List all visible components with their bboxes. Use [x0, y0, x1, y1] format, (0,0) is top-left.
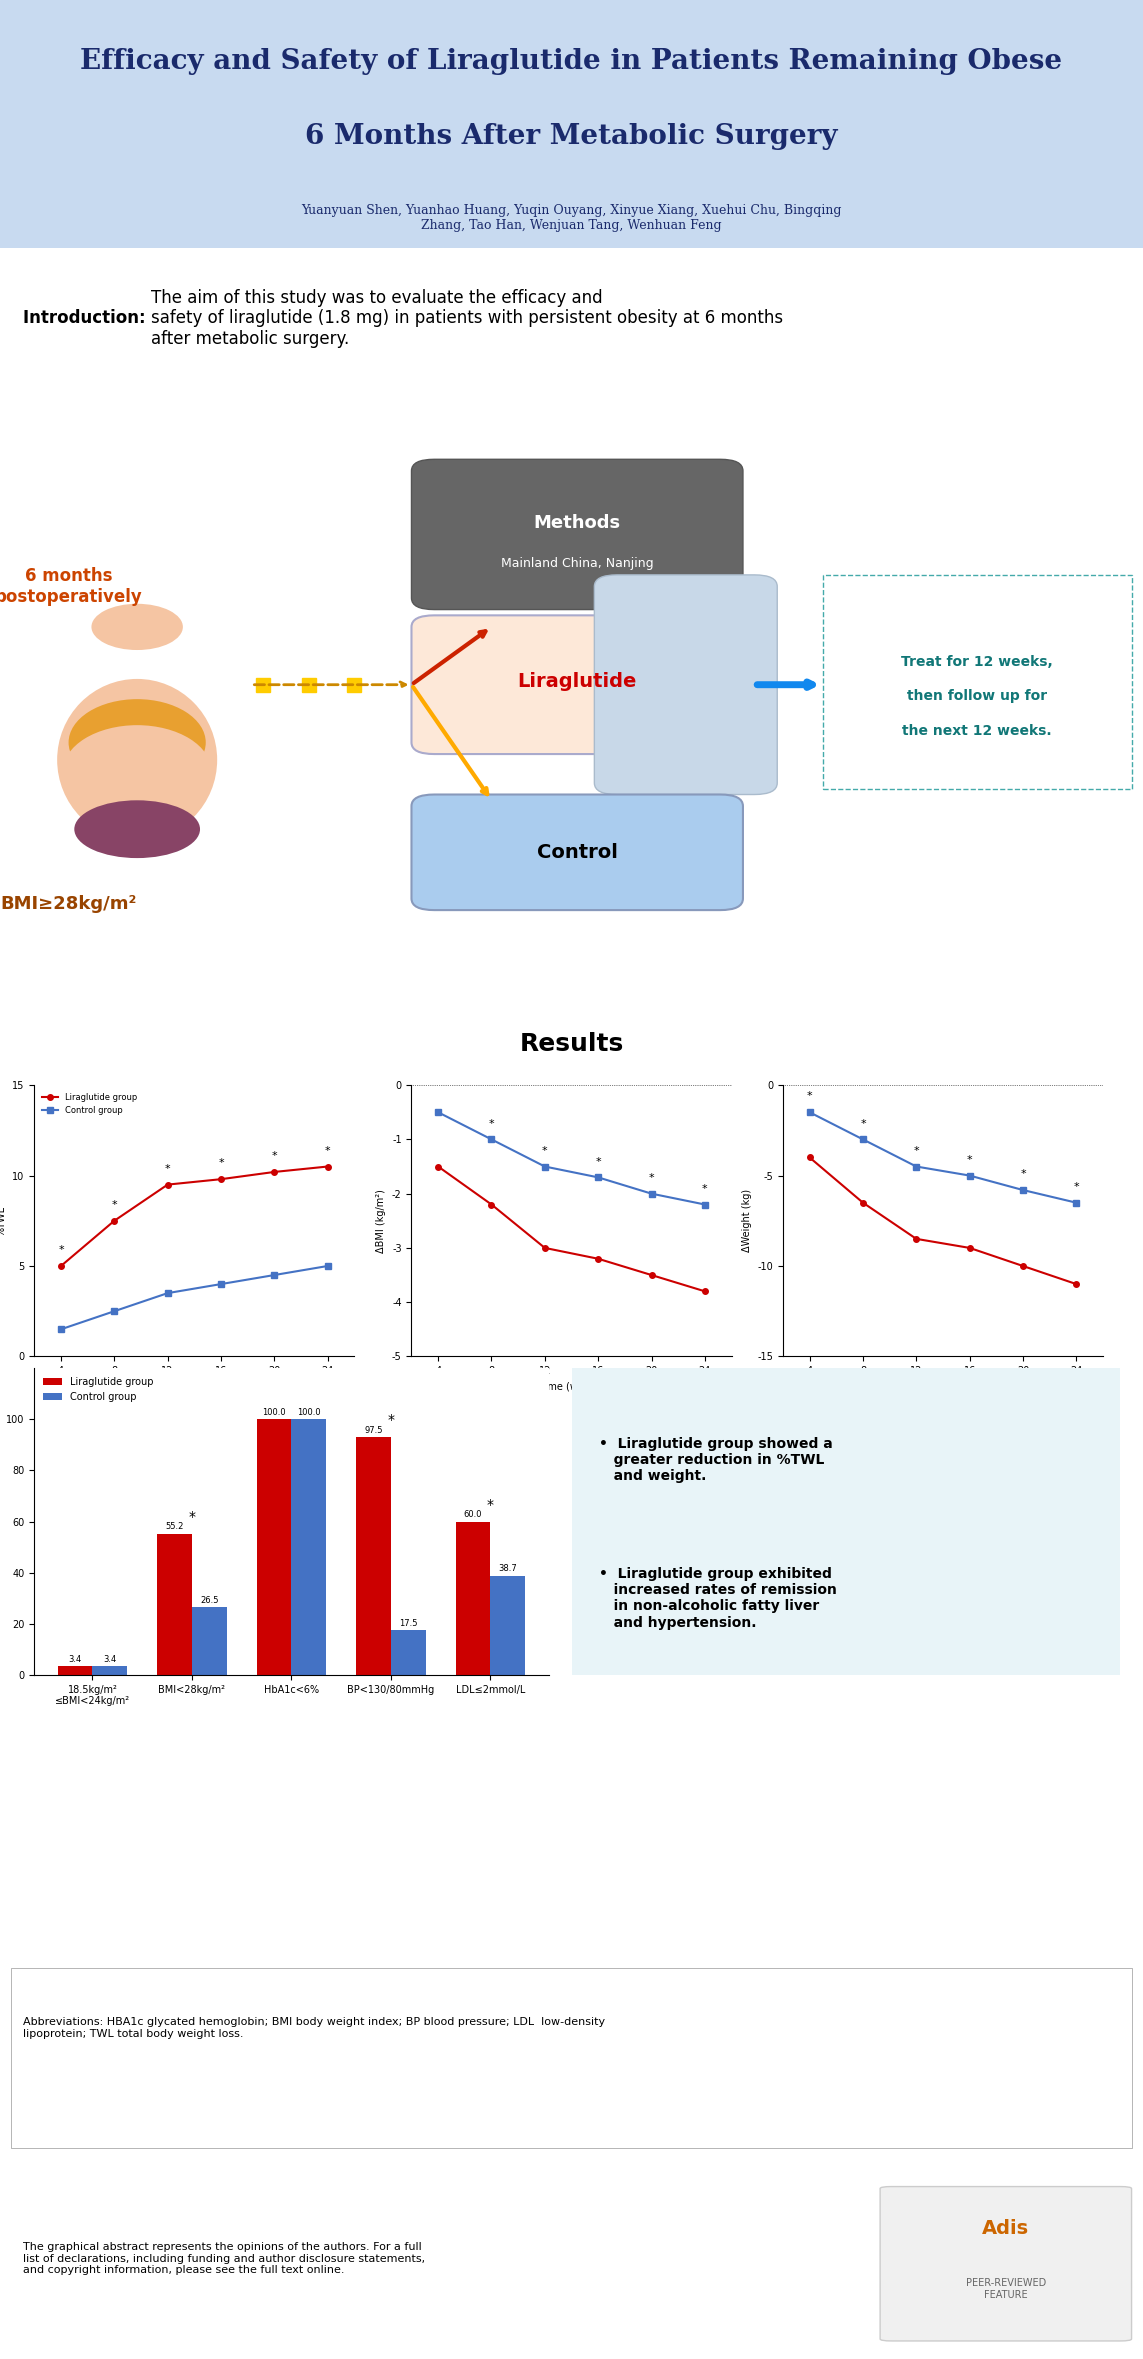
Text: Conclusion:: Conclusion: [23, 1736, 146, 1755]
Bar [192, 1606, 226, 1675]
Text: Results: Results [519, 1031, 624, 1057]
Text: For patients who remained obese 6 months  postoperatively,
12 weeks of liragluti: For patients who remained obese 6 months… [23, 1819, 646, 1899]
Text: The aim of this study was to evaluate the efficacy and
safety of liraglutide (1.: The aim of this study was to evaluate th… [151, 288, 783, 349]
Text: *: * [487, 1498, 494, 1512]
Text: 55.2: 55.2 [166, 1522, 184, 1531]
Text: 97.5: 97.5 [365, 1425, 383, 1434]
Text: •  Liraglutide group exhibited
   increased rates of remission
   in non-alcohol: • Liraglutide group exhibited increased … [599, 1566, 837, 1630]
Text: Introduction:: Introduction: [23, 309, 151, 328]
Y-axis label: %TWL: %TWL [0, 1205, 7, 1236]
Text: •  Liraglutide group showed a
   greater reduction in %TWL
   and weight.: • Liraglutide group showed a greater red… [599, 1437, 833, 1484]
Text: 6 Months After Metabolic Surgery: 6 Months After Metabolic Surgery [305, 123, 838, 149]
FancyBboxPatch shape [823, 576, 1132, 788]
X-axis label: Time (weeks): Time (weeks) [161, 1382, 227, 1392]
Text: *: * [649, 1172, 654, 1182]
Bar [490, 1576, 526, 1675]
Text: *: * [913, 1146, 919, 1156]
Circle shape [91, 604, 183, 651]
Text: 3.4: 3.4 [69, 1654, 81, 1663]
Text: Efficacy and Safety of Liraglutide in Patients Remaining Obese: Efficacy and Safety of Liraglutide in Pa… [80, 50, 1063, 75]
Bar [257, 1420, 291, 1675]
FancyBboxPatch shape [411, 795, 743, 911]
Text: *: * [387, 1413, 394, 1427]
Text: *: * [542, 1146, 547, 1156]
Text: 26.5: 26.5 [200, 1595, 218, 1604]
Text: *: * [807, 1092, 813, 1102]
FancyBboxPatch shape [411, 460, 743, 609]
Bar [57, 1665, 93, 1675]
Text: *: * [861, 1118, 865, 1128]
Text: *: * [218, 1158, 224, 1168]
X-axis label: Time (weeks): Time (weeks) [910, 1382, 976, 1392]
Text: Mainland China, Nanjing: Mainland China, Nanjing [501, 557, 654, 571]
Text: Control: Control [537, 842, 617, 861]
Text: 60.0: 60.0 [464, 1510, 482, 1519]
Legend: Liraglutide group, Control group: Liraglutide group, Control group [39, 1373, 158, 1406]
Text: *: * [967, 1154, 973, 1165]
Ellipse shape [74, 800, 200, 859]
Text: Liraglutide: Liraglutide [518, 672, 637, 691]
Ellipse shape [69, 698, 206, 786]
Legend: Liraglutide group, Control group: Liraglutide group, Control group [39, 1090, 141, 1118]
Text: BMI≥28kg/m²: BMI≥28kg/m² [0, 896, 137, 913]
Bar [291, 1420, 326, 1675]
Text: *: * [489, 1118, 494, 1128]
Text: *: * [1021, 1170, 1025, 1180]
Text: 17.5: 17.5 [399, 1618, 417, 1628]
Bar [357, 1437, 391, 1675]
Ellipse shape [57, 679, 217, 840]
Text: *: * [58, 1246, 64, 1255]
Text: 38.7: 38.7 [498, 1564, 518, 1573]
Text: Adis: Adis [982, 2220, 1030, 2239]
Text: PEER-REVIEWED
FEATURE: PEER-REVIEWED FEATURE [966, 2279, 1046, 2300]
Text: *: * [189, 1510, 195, 1524]
Text: *: * [325, 1146, 330, 1156]
Text: 3.4: 3.4 [103, 1654, 117, 1663]
FancyBboxPatch shape [594, 576, 777, 795]
Text: 100.0: 100.0 [262, 1408, 286, 1418]
Text: Treat for 12 weeks,: Treat for 12 weeks, [902, 653, 1053, 668]
Bar [391, 1630, 426, 1675]
Text: the next 12 weeks.: the next 12 weeks. [903, 724, 1052, 738]
Bar [456, 1522, 490, 1675]
Bar [93, 1665, 127, 1675]
Text: *: * [112, 1201, 117, 1210]
FancyBboxPatch shape [880, 2187, 1132, 2340]
Text: The graphical abstract represents the opinions of the authors. For a full
list o: The graphical abstract represents the op… [23, 2241, 425, 2276]
Text: 6 months
postoperatively: 6 months postoperatively [0, 566, 143, 606]
Text: *: * [165, 1163, 170, 1175]
Text: Yuanyuan Shen, Yuanhao Huang, Yuqin Ouyang, Xinyue Xiang, Xuehui Chu, Bingqing
Z: Yuanyuan Shen, Yuanhao Huang, Yuqin Ouya… [302, 203, 841, 231]
Text: *: * [1073, 1182, 1079, 1191]
Y-axis label: ΔBMI (kg/m²): ΔBMI (kg/m²) [376, 1189, 386, 1253]
Text: Methods: Methods [534, 514, 621, 531]
Text: 100.0: 100.0 [297, 1408, 321, 1418]
Bar [157, 1533, 192, 1675]
X-axis label: Time (weeks): Time (weeks) [538, 1382, 605, 1392]
Text: *: * [702, 1184, 708, 1194]
Text: *: * [596, 1156, 601, 1165]
FancyBboxPatch shape [411, 616, 743, 755]
Ellipse shape [63, 724, 211, 819]
Text: Abbreviations: HBA1c glycated hemoglobin; BMI body weight index; BP blood pressu: Abbreviations: HBA1c glycated hemoglobin… [23, 2017, 605, 2038]
Text: *: * [272, 1151, 277, 1161]
Text: then follow up for: then follow up for [908, 689, 1047, 703]
Y-axis label: ΔWeight (kg): ΔWeight (kg) [742, 1189, 752, 1253]
